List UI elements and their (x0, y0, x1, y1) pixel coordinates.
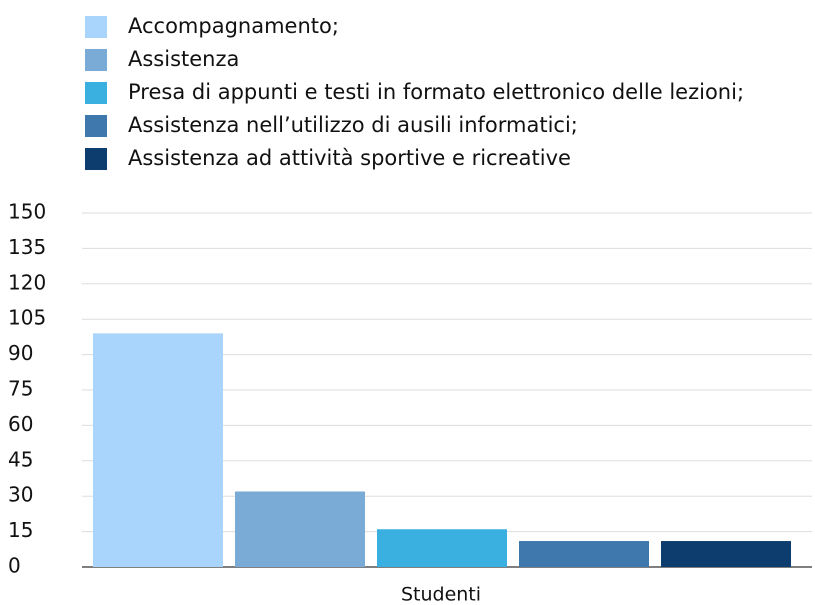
bar (93, 333, 223, 567)
y-tick-label: 0 (8, 554, 21, 578)
legend-swatch (85, 115, 107, 137)
legend-swatch (85, 82, 107, 104)
legend-label: Accompagnamento; (128, 14, 339, 38)
bar (235, 491, 365, 567)
y-tick-label: 135 (8, 235, 46, 259)
y-tick-label: 15 (8, 518, 33, 542)
legend-label: Presa di appunti e testi in formato elet… (128, 80, 744, 104)
legend-swatch (85, 49, 107, 71)
y-tick-label: 60 (8, 412, 33, 436)
legend-swatch (85, 148, 107, 170)
y-tick-label: 45 (8, 447, 33, 471)
y-tick-label: 150 (8, 200, 46, 224)
legend-label: Assistenza (128, 47, 239, 71)
y-tick-label: 105 (8, 306, 46, 330)
bar (377, 529, 507, 567)
legend-label: Assistenza nell’utilizzo di ausili infor… (128, 113, 578, 137)
y-tick-label: 120 (8, 270, 46, 294)
y-tick-label: 90 (8, 341, 33, 365)
bar (519, 541, 649, 567)
legend-label: Assistenza ad attività sportive e ricrea… (128, 146, 571, 170)
y-tick-label: 30 (8, 483, 33, 507)
x-tick-label: Studenti (401, 584, 481, 605)
bar (661, 541, 791, 567)
y-tick-label: 75 (8, 377, 33, 401)
legend-swatch (85, 16, 107, 38)
